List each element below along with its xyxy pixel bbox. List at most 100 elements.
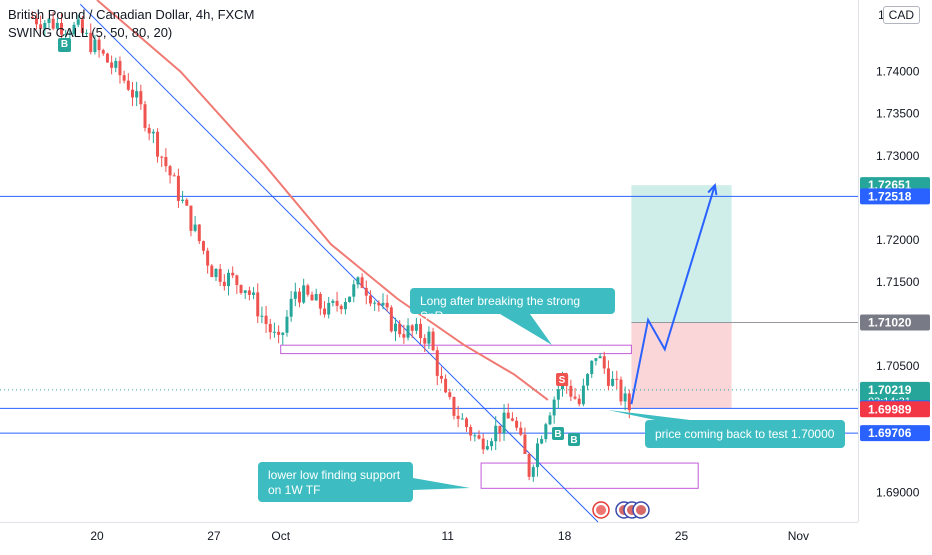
candle-body xyxy=(214,268,218,278)
candle-body xyxy=(89,32,93,52)
candle-body xyxy=(606,368,610,386)
event-flag-icon-fill xyxy=(636,505,646,515)
chart-legend: British Pound / Canadian Dollar, 4h, FXC… xyxy=(8,6,254,42)
x-tick-label: 20 xyxy=(90,529,104,543)
candle-body xyxy=(394,323,398,332)
candle-body xyxy=(93,39,97,52)
y-tick-label: 1.72000 xyxy=(876,233,920,247)
candle-body xyxy=(235,275,239,286)
candle-body xyxy=(431,331,435,351)
snr-zone-box xyxy=(280,344,632,355)
candle-body xyxy=(335,300,339,306)
candle-body xyxy=(627,393,631,411)
price-label: 1.72518 xyxy=(868,189,912,203)
buy-signal-badge: B xyxy=(58,38,71,52)
candle-body xyxy=(494,425,498,442)
price-label: 1.69706 xyxy=(868,426,912,440)
candle-body xyxy=(293,291,297,299)
candle-body xyxy=(268,323,272,333)
candle-body xyxy=(289,298,293,317)
candle-body xyxy=(85,32,89,34)
candle-body xyxy=(126,80,130,90)
candle-body xyxy=(410,325,414,331)
candle-body xyxy=(185,199,189,206)
candle-body xyxy=(477,435,481,439)
indicator-title: SWING CALL (5, 50, 80, 20) xyxy=(8,25,173,40)
candle-body xyxy=(222,281,226,287)
candle-body xyxy=(297,291,301,303)
sell-signal-badge: S xyxy=(559,375,566,386)
candle-body xyxy=(197,224,201,242)
price-label: 1.71020 xyxy=(868,315,912,329)
candle-body xyxy=(373,302,377,304)
candle-body xyxy=(481,438,485,450)
candle-body xyxy=(68,33,72,35)
candle-body xyxy=(172,175,176,177)
candle-body xyxy=(302,285,306,303)
candle-body xyxy=(323,308,327,315)
candle-body xyxy=(343,302,347,310)
buy-signal-badge: B xyxy=(570,435,577,446)
candle-body xyxy=(402,334,406,338)
candle-body xyxy=(97,39,101,51)
y-tick-label: 1.71500 xyxy=(876,275,920,289)
y-tick-label: 1.69000 xyxy=(876,486,920,500)
candle-body xyxy=(101,50,105,54)
candle-body xyxy=(130,89,134,98)
candle-body xyxy=(464,418,468,428)
candle-body xyxy=(122,75,126,81)
candle-body xyxy=(72,24,76,34)
support-callout: lower low finding support on 1W TF xyxy=(258,462,413,502)
candle-body xyxy=(64,34,68,36)
candle-body xyxy=(272,331,276,333)
price-label: 1.70219 xyxy=(868,383,912,397)
descending-trendline xyxy=(79,3,599,523)
candle-body xyxy=(377,302,381,306)
candle-body xyxy=(460,418,464,420)
candle-body xyxy=(181,199,185,201)
candle-body xyxy=(523,434,527,454)
currency-selector[interactable]: CAD xyxy=(882,6,920,24)
candle-body xyxy=(314,293,318,301)
support-zone-box xyxy=(480,462,699,489)
x-tick-label: 11 xyxy=(441,529,454,543)
ema-line xyxy=(96,0,549,401)
candle-body xyxy=(168,166,172,176)
candle-body xyxy=(569,385,573,397)
candle-body xyxy=(43,22,47,29)
candle-body xyxy=(151,131,155,134)
retest-callout: price coming back to test 1.70000 xyxy=(645,420,845,448)
candle-body xyxy=(156,131,160,157)
candle-body xyxy=(164,156,168,167)
candle-body xyxy=(47,18,51,23)
candle-body xyxy=(527,453,531,477)
candle-body xyxy=(573,396,577,399)
candle-body xyxy=(506,412,510,419)
profit-zone xyxy=(631,185,732,323)
candle-body xyxy=(206,250,210,266)
candle-body xyxy=(556,389,560,400)
y-tick-label: 1.73000 xyxy=(876,149,920,163)
candle-body xyxy=(548,415,552,425)
candle-body xyxy=(247,290,251,295)
candle-body xyxy=(598,356,602,359)
candle-body xyxy=(189,205,193,231)
candle-body xyxy=(594,358,598,361)
candle-body xyxy=(193,224,197,231)
candle-body xyxy=(406,325,410,338)
candle-body xyxy=(586,374,590,386)
candle-body xyxy=(260,315,264,317)
snr-callout: Long after breaking the strong SnR xyxy=(410,288,615,323)
retest-callout-tail xyxy=(608,410,690,420)
price-label-box xyxy=(860,188,930,205)
price-axis-panel xyxy=(858,0,932,550)
candle-body xyxy=(30,16,34,19)
support-callout-tail xyxy=(413,478,470,490)
candle-body xyxy=(456,415,460,419)
candle-body xyxy=(201,241,205,251)
candle-body xyxy=(135,91,139,98)
candle-body xyxy=(535,443,539,468)
candle-body xyxy=(339,305,343,310)
